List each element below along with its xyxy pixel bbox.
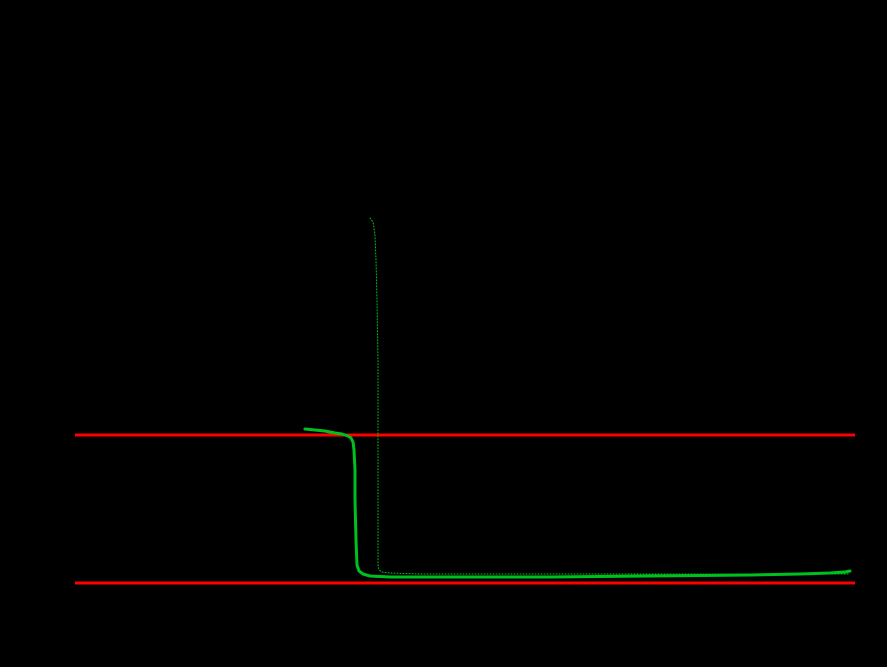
signal-chart [0,0,887,667]
chart-background [0,0,887,667]
